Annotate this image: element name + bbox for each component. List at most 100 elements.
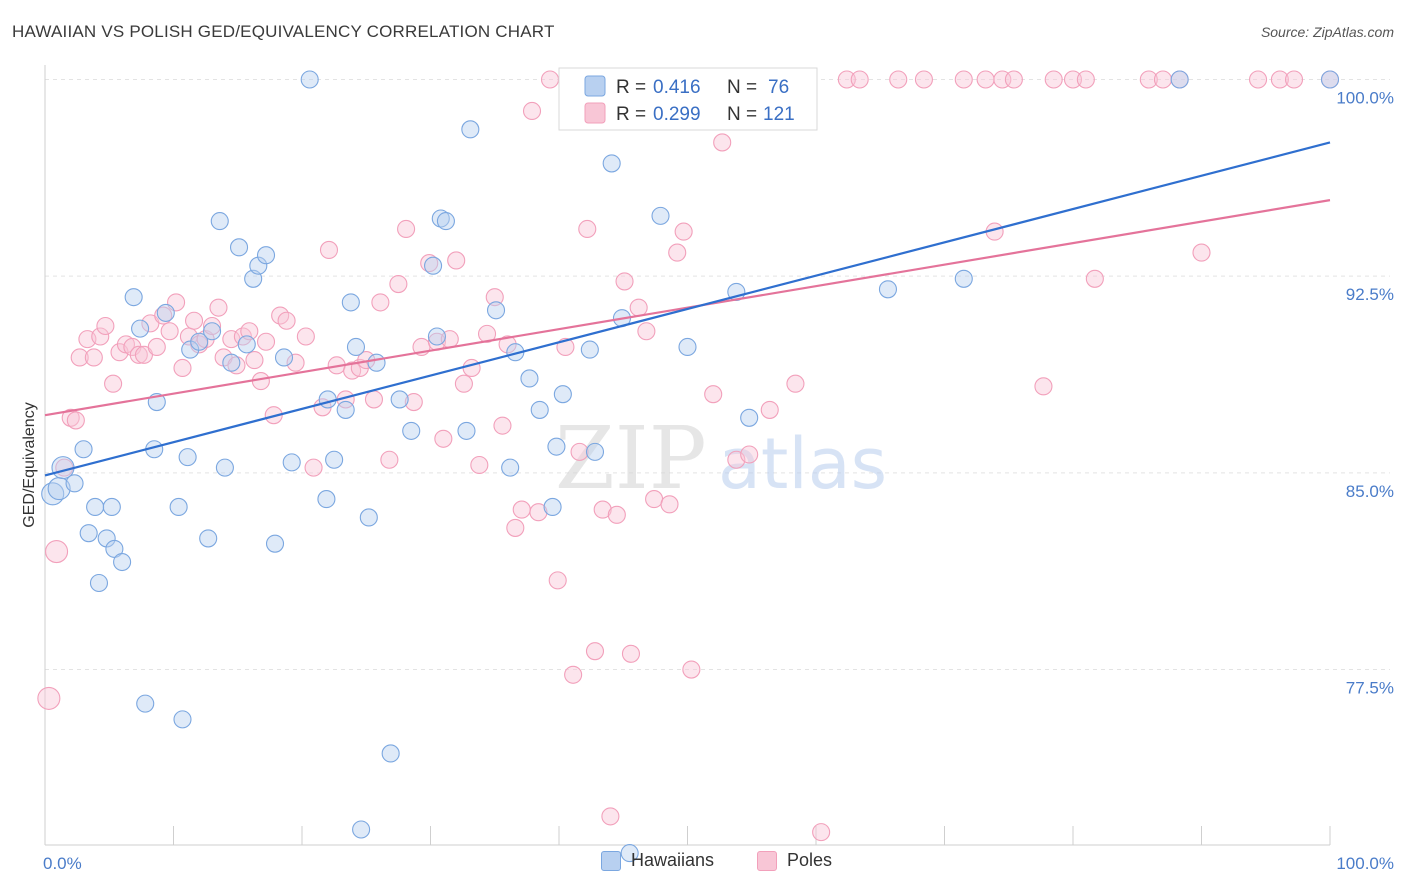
poles-point xyxy=(434,429,453,448)
tick-labels: 77.5% 85.0% 92.5% 100.0% 0.0% 100.0% xyxy=(43,89,1394,874)
poles-point xyxy=(91,327,110,346)
hawaiians-point xyxy=(65,474,84,493)
legend-item-hawaiians[interactable]: Hawaiians xyxy=(601,850,714,871)
hawaiians-point xyxy=(336,400,355,419)
hawaiians-point xyxy=(318,390,337,409)
legend-n-hawaiians: 76 xyxy=(768,77,789,98)
poles-point xyxy=(1139,70,1158,89)
poles-point xyxy=(104,374,123,393)
hawaiians-point xyxy=(553,385,572,404)
poles-point xyxy=(740,445,759,464)
hawaiians-point xyxy=(486,301,506,320)
poles-point xyxy=(397,219,416,239)
poles-point xyxy=(512,500,531,519)
hawaiians-point xyxy=(203,322,222,341)
legend-item-poles[interactable]: Poles xyxy=(757,850,832,871)
poles-point xyxy=(173,358,192,378)
hawaiians-point xyxy=(178,448,197,467)
poles-point xyxy=(564,665,583,684)
hawaiians-point xyxy=(1320,70,1340,89)
x-tick-label: 0.0% xyxy=(43,854,82,873)
legend-r-poles: 0.299 xyxy=(653,104,701,125)
hawaiians-point xyxy=(436,212,455,231)
watermark-zip: ZIP xyxy=(555,409,707,509)
poles-point xyxy=(296,327,315,346)
hawaiians-point xyxy=(265,534,285,553)
poles-point xyxy=(760,400,779,419)
hawaiians-point xyxy=(352,820,371,839)
poles-point xyxy=(621,644,641,663)
poles-trend-line xyxy=(44,199,1331,417)
hawaiians-point xyxy=(620,844,639,863)
poles-point xyxy=(786,374,805,393)
poles-point xyxy=(70,348,89,367)
hawaiians-point xyxy=(124,288,143,307)
hawaiians-point xyxy=(79,524,98,543)
hawaiians-point xyxy=(199,529,218,548)
hawaiians-points xyxy=(41,70,1340,863)
poles-point xyxy=(319,240,339,260)
hawaiians-point xyxy=(249,256,268,275)
poles-point xyxy=(470,455,489,475)
legend-r-hawaiians: 0.416 xyxy=(653,77,701,98)
hawaiians-point xyxy=(256,246,276,265)
hawaiians-point xyxy=(390,390,409,409)
poles-point xyxy=(668,243,687,262)
hawaiians-point xyxy=(402,421,421,440)
hawaiians-point xyxy=(580,340,599,359)
hawaiians-point xyxy=(210,212,229,231)
poles-point xyxy=(637,322,656,341)
hawaiians-point xyxy=(678,337,697,357)
poles-point xyxy=(585,642,605,661)
poles-point xyxy=(256,332,276,351)
poles-point xyxy=(713,133,732,152)
hawaiians-point xyxy=(740,408,759,427)
hawaiians-point xyxy=(520,369,539,388)
poles-point xyxy=(593,500,612,519)
poles-point xyxy=(914,70,933,89)
poles-point xyxy=(454,374,473,393)
hawaiians-point xyxy=(602,154,621,173)
legend-n-label-poles: N = xyxy=(727,104,757,125)
hawaiians-point xyxy=(317,490,336,509)
poles-point xyxy=(1270,70,1289,89)
poles-point xyxy=(389,274,408,294)
poles-point xyxy=(154,306,173,325)
hawaiians-point xyxy=(461,120,480,139)
hawaiians-point xyxy=(282,453,301,472)
x-tick-label: 100.0% xyxy=(1336,854,1394,873)
poles-point xyxy=(304,458,323,477)
poles-point xyxy=(837,70,856,89)
poles-point xyxy=(548,571,567,590)
poles-point xyxy=(954,70,973,89)
poles-point xyxy=(477,324,497,343)
hawaiians-point xyxy=(547,437,566,456)
poles-point xyxy=(66,411,85,430)
poles-point xyxy=(1004,70,1023,89)
poles-point xyxy=(380,450,399,469)
poles-point xyxy=(522,101,542,121)
hawaiians-point xyxy=(169,497,188,517)
poles-point xyxy=(185,311,204,330)
poles-point xyxy=(570,442,589,461)
hawaiians-point xyxy=(431,209,450,228)
hawaiians-point xyxy=(1170,70,1189,89)
legend-r-label-poles: R = xyxy=(616,104,646,125)
poles-point xyxy=(850,70,869,89)
hawaiians-point xyxy=(325,450,344,469)
poles-point xyxy=(498,335,517,354)
hawaiians-point xyxy=(367,353,386,372)
poles-point xyxy=(682,660,701,679)
poles-point xyxy=(147,337,166,357)
hawaiians-point xyxy=(222,353,241,372)
poles-point xyxy=(704,385,723,404)
poles-point xyxy=(1248,70,1268,89)
hawaiians-point xyxy=(74,440,93,459)
hawaiians-point xyxy=(113,552,132,572)
legend-r-label-hawaiians: R = xyxy=(616,77,646,98)
poles-point xyxy=(45,539,69,564)
poles-point xyxy=(129,345,148,364)
poles-point xyxy=(629,298,648,317)
poles-point xyxy=(493,416,512,435)
